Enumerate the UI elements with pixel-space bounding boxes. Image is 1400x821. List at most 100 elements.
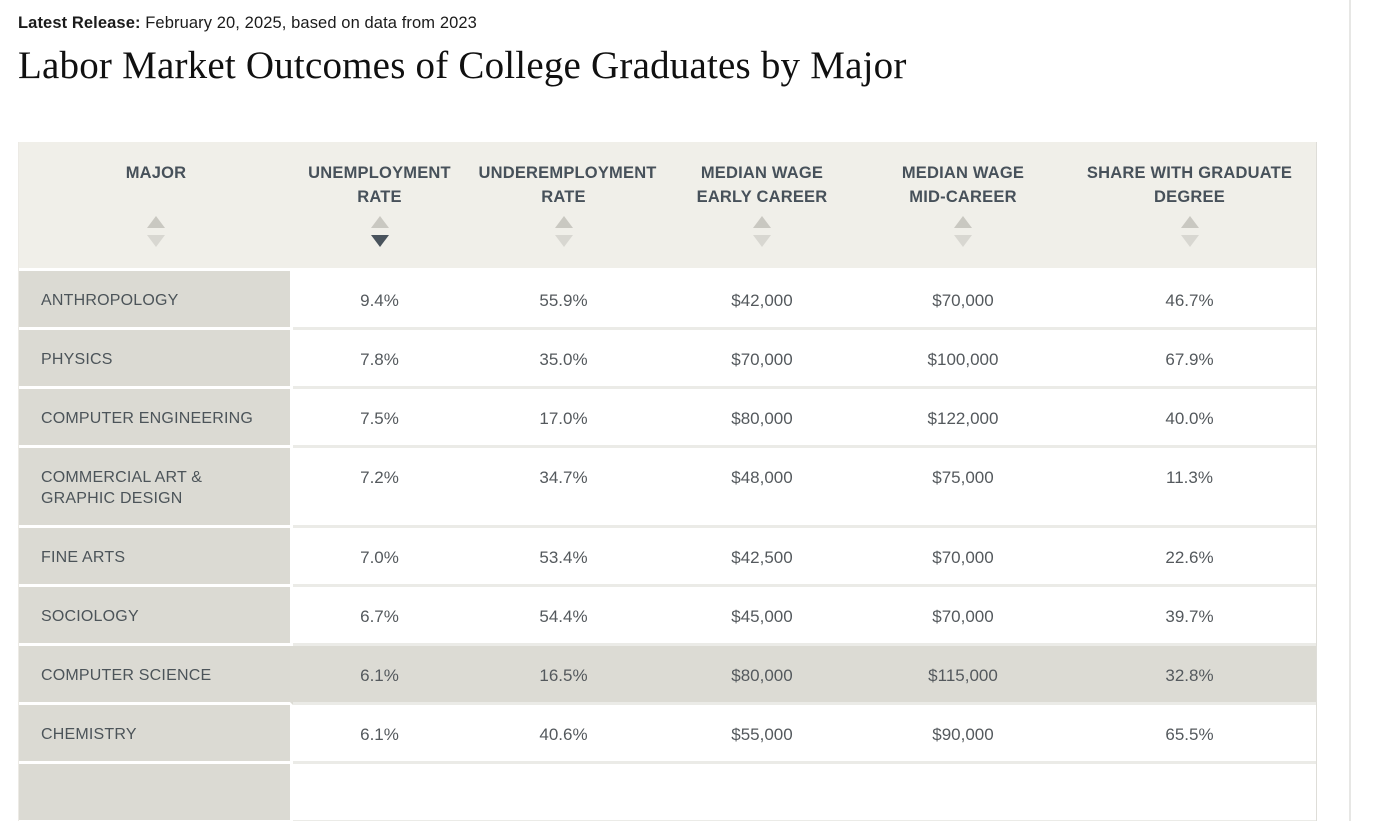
underemployment-rate-cell bbox=[466, 764, 661, 821]
column-header-unemployment-rate[interactable]: UNEMPLOYMENT RATE bbox=[293, 142, 466, 271]
table-row[interactable]: ANTHROPOLOGY 9.4% 55.9% $42,000 $70,000 46.7% bbox=[19, 271, 1316, 330]
share-with-graduate-degree-cell: 11.3% bbox=[1063, 448, 1316, 528]
latest-release-date: February 20, 2025, based on data from 20… bbox=[145, 14, 477, 32]
sort-control bbox=[147, 216, 165, 247]
major-cell: ANTHROPOLOGY bbox=[19, 271, 293, 330]
unemployment-rate-cell: 7.8% bbox=[293, 330, 466, 389]
share-with-graduate-degree-cell: 46.7% bbox=[1063, 271, 1316, 330]
median-wage-early-career-cell: $80,000 bbox=[661, 389, 863, 448]
column-header-share-with-graduate-degree[interactable]: SHARE WITH GRADUATE DEGREE bbox=[1063, 142, 1316, 271]
major-cell: COMPUTER SCIENCE bbox=[19, 646, 293, 705]
median-wage-mid-career-cell: $90,000 bbox=[863, 705, 1063, 764]
table-row[interactable]: COMMERCIAL ART & GRAPHIC DESIGN 7.2% 34.7%… bbox=[19, 448, 1316, 528]
share-with-graduate-degree-cell: 22.6% bbox=[1063, 528, 1316, 587]
sort-descending-icon[interactable] bbox=[147, 235, 165, 247]
underemployment-rate-cell: 17.0% bbox=[466, 389, 661, 448]
share-with-graduate-degree-cell: 32.8% bbox=[1063, 646, 1316, 705]
major-cell: COMPUTER ENGINEERING bbox=[19, 389, 293, 448]
table-row[interactable] bbox=[19, 764, 1316, 821]
sort-descending-icon[interactable] bbox=[1180, 235, 1199, 247]
column-header-label: MAJOR bbox=[125, 164, 187, 182]
major-cell: SOCIOLOGY bbox=[19, 587, 293, 646]
column-header-median-wage-mid-career[interactable]: MEDIAN WAGE MID-CAREER bbox=[863, 142, 1063, 271]
page-title: Labor Market Outcomes of College Graduat… bbox=[18, 44, 907, 87]
underemployment-rate-cell: 40.6% bbox=[466, 705, 661, 764]
median-wage-mid-career-cell: $70,000 bbox=[863, 528, 1063, 587]
median-wage-early-career-cell bbox=[661, 764, 863, 821]
unemployment-rate-cell: 6.1% bbox=[293, 705, 466, 764]
sort-descending-icon[interactable] bbox=[954, 235, 972, 247]
unemployment-rate-cell: 6.7% bbox=[293, 587, 466, 646]
major-cell: PHYSICS bbox=[19, 330, 293, 389]
major-cell: COMMERCIAL ART & GRAPHIC DESIGN bbox=[19, 448, 293, 528]
column-header-label: UNEMPLOYMENT RATE bbox=[308, 164, 451, 206]
sort-control bbox=[554, 216, 573, 247]
column-header-label: SHARE WITH GRADUATE DEGREE bbox=[1086, 164, 1293, 206]
unemployment-rate-cell: 7.2% bbox=[293, 448, 466, 528]
median-wage-early-career-cell: $42,500 bbox=[661, 528, 863, 587]
sort-ascending-icon[interactable] bbox=[370, 216, 389, 228]
median-wage-mid-career-cell: $115,000 bbox=[863, 646, 1063, 705]
column-header-underemployment-rate[interactable]: UNDEREMPLOYMENT RATE bbox=[466, 142, 661, 271]
latest-release-label: Latest Release: bbox=[18, 14, 141, 32]
table-row[interactable]: COMPUTER ENGINEERING 7.5% 17.0% $80,000 $122… bbox=[19, 389, 1316, 448]
sort-descending-icon[interactable] bbox=[753, 235, 771, 247]
header-row: MAJOR UNEMPLOYMENT RATE bbox=[19, 142, 1316, 271]
sort-descending-icon[interactable] bbox=[554, 235, 573, 247]
column-header-label: MEDIAN WAGE EARLY CAREER bbox=[696, 164, 828, 206]
table-row[interactable]: COMPUTER SCIENCE 6.1% 16.5% $80,000 $115,000… bbox=[19, 646, 1316, 705]
underemployment-rate-cell: 55.9% bbox=[466, 271, 661, 330]
sort-control bbox=[753, 216, 771, 247]
underemployment-rate-cell: 16.5% bbox=[466, 646, 661, 705]
major-cell: FINE ARTS bbox=[19, 528, 293, 587]
unemployment-rate-cell bbox=[293, 764, 466, 821]
column-header-median-wage-early-career[interactable]: MEDIAN WAGE EARLY CAREER bbox=[661, 142, 863, 271]
table-row[interactable]: PHYSICS 7.8% 35.0% $70,000 $100,000 67.9% bbox=[19, 330, 1316, 389]
underemployment-rate-cell: 54.4% bbox=[466, 587, 661, 646]
sort-control bbox=[370, 216, 389, 247]
share-with-graduate-degree-cell: 39.7% bbox=[1063, 587, 1316, 646]
major-cell bbox=[19, 764, 293, 821]
median-wage-mid-career-cell bbox=[863, 764, 1063, 821]
page-divider-line bbox=[1349, 0, 1351, 821]
median-wage-early-career-cell: $42,000 bbox=[661, 271, 863, 330]
sort-control bbox=[954, 216, 972, 247]
median-wage-early-career-cell: $80,000 bbox=[661, 646, 863, 705]
sort-ascending-icon[interactable] bbox=[1180, 216, 1199, 228]
sort-descending-icon-active[interactable] bbox=[370, 235, 389, 247]
major-cell: CHEMISTRY bbox=[19, 705, 293, 764]
median-wage-mid-career-cell: $70,000 bbox=[863, 271, 1063, 330]
sort-ascending-icon[interactable] bbox=[147, 216, 165, 228]
table-body: ANTHROPOLOGY 9.4% 55.9% $42,000 $70,000 46.7%… bbox=[19, 271, 1316, 821]
underemployment-rate-cell: 35.0% bbox=[466, 330, 661, 389]
unemployment-rate-cell: 9.4% bbox=[293, 271, 466, 330]
sort-control bbox=[1180, 216, 1199, 247]
share-with-graduate-degree-cell: 40.0% bbox=[1063, 389, 1316, 448]
underemployment-rate-cell: 53.4% bbox=[466, 528, 661, 587]
table-row[interactable]: SOCIOLOGY 6.7% 54.4% $45,000 $70,000 39.7% bbox=[19, 587, 1316, 646]
median-wage-mid-career-cell: $75,000 bbox=[863, 448, 1063, 528]
table-row[interactable]: FINE ARTS 7.0% 53.4% $42,500 $70,000 22.6% bbox=[19, 528, 1316, 587]
sort-ascending-icon[interactable] bbox=[554, 216, 573, 228]
median-wage-early-career-cell: $70,000 bbox=[661, 330, 863, 389]
underemployment-rate-cell: 34.7% bbox=[466, 448, 661, 528]
unemployment-rate-cell: 7.0% bbox=[293, 528, 466, 587]
sort-ascending-icon[interactable] bbox=[954, 216, 972, 228]
column-header-label: MEDIAN WAGE MID-CAREER bbox=[901, 164, 1025, 206]
sort-ascending-icon[interactable] bbox=[753, 216, 771, 228]
share-with-graduate-degree-cell: 67.9% bbox=[1063, 330, 1316, 389]
median-wage-mid-career-cell: $70,000 bbox=[863, 587, 1063, 646]
share-with-graduate-degree-cell bbox=[1063, 764, 1316, 821]
share-with-graduate-degree-cell: 65.5% bbox=[1063, 705, 1316, 764]
median-wage-mid-career-cell: $122,000 bbox=[863, 389, 1063, 448]
unemployment-rate-cell: 6.1% bbox=[293, 646, 466, 705]
column-header-major[interactable]: MAJOR bbox=[19, 142, 293, 271]
table-row[interactable]: CHEMISTRY 6.1% 40.6% $55,000 $90,000 65.5% bbox=[19, 705, 1316, 764]
median-wage-early-career-cell: $48,000 bbox=[661, 448, 863, 528]
median-wage-early-career-cell: $55,000 bbox=[661, 705, 863, 764]
unemployment-rate-cell: 7.5% bbox=[293, 389, 466, 448]
latest-release-line: Latest Release: February 20, 2025, based… bbox=[18, 13, 1400, 34]
median-wage-early-career-cell: $45,000 bbox=[661, 587, 863, 646]
median-wage-mid-career-cell: $100,000 bbox=[863, 330, 1063, 389]
